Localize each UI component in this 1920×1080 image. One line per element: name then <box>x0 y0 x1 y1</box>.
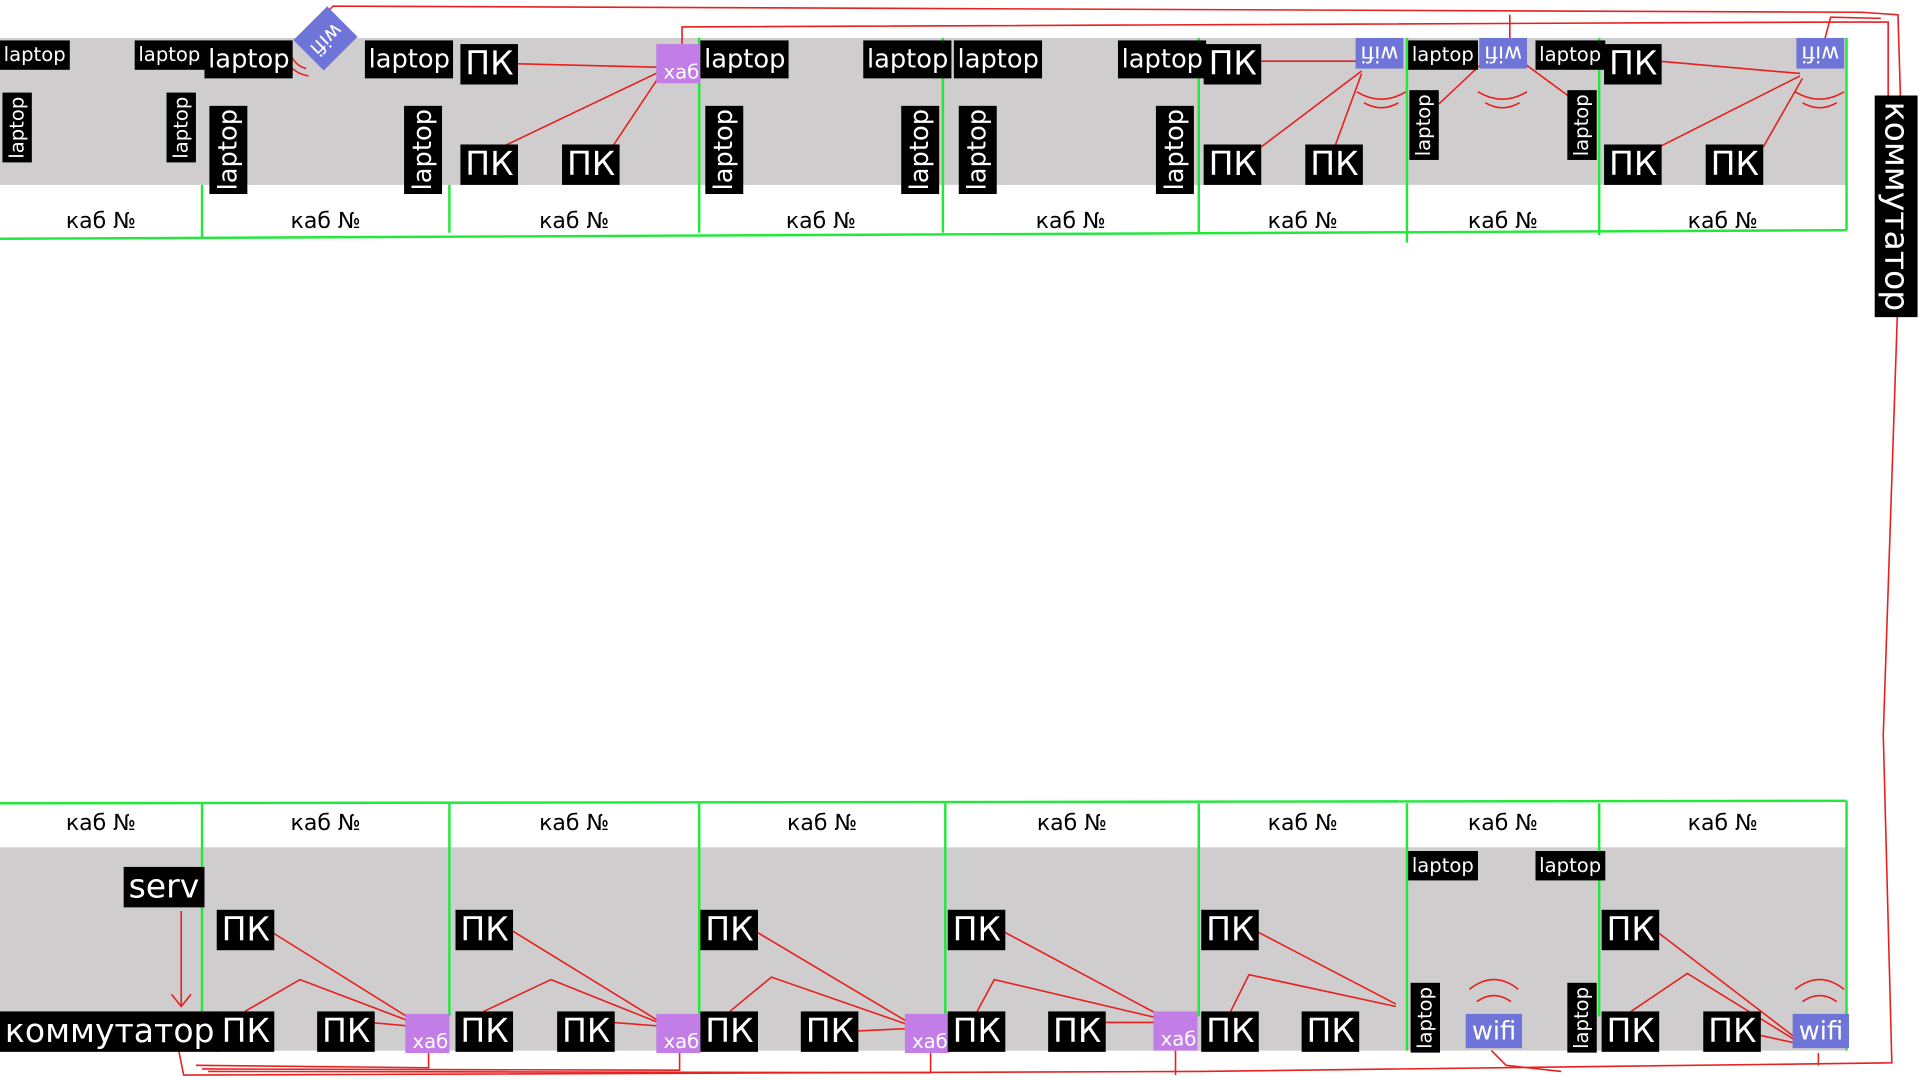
laptop: laptop <box>0 40 70 70</box>
room-label: каб № <box>1035 208 1106 234</box>
laptop: laptop <box>705 105 744 195</box>
laptop: laptop <box>1117 40 1207 79</box>
laptop: laptop <box>1155 105 1194 195</box>
device: ПК <box>1601 909 1660 951</box>
laptop: laptop <box>204 40 294 79</box>
device: ПК <box>1048 1011 1107 1052</box>
room-label: каб № <box>290 810 361 837</box>
room-label: каб № <box>1267 208 1339 234</box>
room-label: каб № <box>539 208 610 234</box>
wifi-router: wifi <box>1479 37 1528 69</box>
laptop: laptop <box>364 40 454 79</box>
laptop: laptop <box>2 93 32 163</box>
device: ПК <box>1604 144 1663 185</box>
device: ПК <box>317 1011 376 1052</box>
device: ПК <box>460 144 519 185</box>
room-label: каб № <box>787 810 858 837</box>
wifi-router: wifi <box>1796 37 1845 69</box>
room-label: каб № <box>785 208 857 234</box>
laptop: laptop <box>1410 983 1441 1053</box>
laptop: laptop <box>901 105 940 195</box>
switch: коммутатор <box>1874 95 1918 318</box>
device: ПК <box>1705 144 1764 185</box>
device: serv <box>123 866 205 908</box>
device: ПК <box>700 1011 759 1052</box>
laptop: laptop <box>958 105 997 195</box>
room-label: каб № <box>1687 810 1759 837</box>
laptop: laptop <box>1567 983 1597 1053</box>
hub: хаб <box>1153 1011 1198 1051</box>
device: коммутатор <box>0 1011 220 1052</box>
laptop: laptop <box>1408 40 1478 70</box>
device: ПК <box>557 1011 616 1052</box>
device: ПК <box>1203 44 1262 85</box>
laptop: laptop <box>1567 90 1597 160</box>
hub: хаб <box>904 1013 949 1054</box>
laptop: laptop <box>1409 90 1439 160</box>
laptop: laptop <box>1535 851 1605 881</box>
laptop: laptop <box>404 105 443 195</box>
hub: хаб <box>656 1013 701 1054</box>
device: ПК <box>1305 144 1364 185</box>
room-label: каб № <box>539 810 610 837</box>
device: ПК <box>800 1011 859 1052</box>
device: ПК <box>460 44 519 85</box>
device: ПК <box>1301 1011 1360 1052</box>
room-label: каб № <box>1267 810 1339 837</box>
laptop: laptop <box>209 105 248 195</box>
device: ПК <box>947 909 1006 951</box>
laptop: laptop <box>134 40 205 70</box>
room-label: каб № <box>65 810 137 837</box>
device: ПК <box>455 909 514 951</box>
room-label: каб № <box>290 208 361 234</box>
laptop: laptop <box>700 40 790 79</box>
device: ПК <box>1601 1011 1660 1052</box>
laptop: laptop <box>166 93 196 163</box>
laptop: laptop <box>1408 851 1478 881</box>
device: ПК <box>562 144 621 185</box>
laptop: laptop <box>863 40 952 79</box>
wifi-router: wifi <box>1355 37 1404 69</box>
device: ПК <box>700 909 759 951</box>
room-label: каб № <box>1467 810 1539 837</box>
room-label: каб № <box>65 208 137 234</box>
device: ПК <box>1203 144 1262 185</box>
device: ПК <box>455 1011 514 1052</box>
room-label: каб № <box>1036 810 1108 837</box>
wifi-router: wifi <box>1465 1013 1523 1049</box>
device: ПК <box>1201 1011 1260 1052</box>
device: ПК <box>216 1011 275 1052</box>
device: ПК <box>216 909 275 951</box>
hub: хаб <box>656 44 701 84</box>
hub: хаб <box>405 1013 450 1054</box>
room-label: каб № <box>1467 208 1539 234</box>
laptop: laptop <box>953 40 1043 79</box>
wifi-router: wifi <box>1792 1013 1850 1049</box>
laptop: laptop <box>1535 40 1605 70</box>
device: ПК <box>1604 44 1663 85</box>
device: ПК <box>1703 1011 1762 1052</box>
device: ПК <box>947 1011 1006 1052</box>
cables <box>170 5 1902 1076</box>
room-label: каб № <box>1687 208 1759 234</box>
device: ПК <box>1201 909 1260 951</box>
